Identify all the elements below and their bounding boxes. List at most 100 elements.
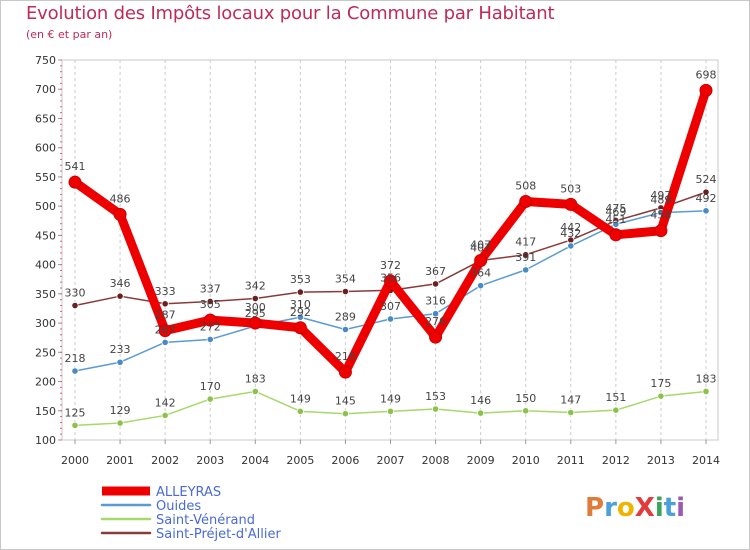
data-label: 146 <box>470 394 491 407</box>
data-label: 451 <box>605 213 626 226</box>
series-point-3 <box>296 288 304 296</box>
series-point-3 <box>522 251 530 259</box>
data-label: 475 <box>605 202 626 215</box>
data-label: 698 <box>696 68 717 81</box>
x-tick-label: 2011 <box>557 454 585 467</box>
data-label: 287 <box>155 309 176 322</box>
data-label: 407 <box>470 239 491 252</box>
x-tick-label: 2008 <box>422 454 450 467</box>
data-label: 272 <box>200 320 221 333</box>
data-label: 458 <box>650 209 671 222</box>
series-point-0 <box>474 254 488 268</box>
series-point-3 <box>71 301 79 310</box>
series-point-0 <box>519 194 533 208</box>
data-label: 364 <box>470 267 491 280</box>
series-point-1 <box>612 220 620 228</box>
series-point-0 <box>654 224 668 238</box>
series-point-0 <box>609 228 623 242</box>
data-label: 218 <box>65 352 86 365</box>
x-tick-label: 2001 <box>106 454 134 467</box>
proxiti-logo: ProXiti <box>585 493 685 523</box>
y-tick-label: 700 <box>35 83 56 96</box>
data-label: 233 <box>110 343 131 356</box>
data-label: 125 <box>65 406 86 419</box>
data-label: 508 <box>515 179 536 192</box>
data-label: 142 <box>155 396 176 409</box>
y-tick-label: 500 <box>35 200 56 213</box>
data-label: 391 <box>515 251 536 264</box>
series-point-3 <box>341 287 350 296</box>
data-label: 216 <box>335 350 356 363</box>
x-tick-label: 2013 <box>647 454 675 467</box>
series-point-1 <box>341 325 350 334</box>
data-label: 175 <box>650 377 671 390</box>
series-point-2 <box>431 405 440 413</box>
data-label: 489 <box>650 194 671 207</box>
data-label: 183 <box>245 372 266 385</box>
series-point-2 <box>612 406 620 414</box>
data-label: 337 <box>200 282 221 295</box>
x-tick-label: 2004 <box>241 454 269 467</box>
data-label: 356 <box>380 271 401 284</box>
series-point-3 <box>251 294 259 303</box>
x-tick-label: 2012 <box>602 454 630 467</box>
x-tick-label: 2007 <box>377 454 405 467</box>
series-point-0 <box>293 321 307 335</box>
x-tick-label: 2010 <box>512 454 540 467</box>
data-label: 353 <box>290 273 311 286</box>
series-point-0 <box>338 365 352 379</box>
series-point-2 <box>477 409 485 417</box>
series-point-1 <box>477 282 485 290</box>
data-label: 129 <box>110 404 131 417</box>
series-point-3 <box>161 300 169 308</box>
data-label: 469 <box>605 205 626 218</box>
y-tick-label: 650 <box>35 112 56 125</box>
series-point-2 <box>296 407 304 415</box>
data-label: 503 <box>560 182 581 195</box>
data-label: 432 <box>560 227 581 240</box>
data-label: 372 <box>380 259 401 272</box>
series-point-0 <box>564 197 578 211</box>
axes: 2000 2001 2002 2003 2004 2005 2006 2007 2008 2009… <box>35 54 720 467</box>
legend: ALLEYRASOuidesSaint-VénérandSaint-Préjet… <box>100 485 281 542</box>
data-label: 486 <box>110 192 131 205</box>
series-point-2 <box>341 410 350 418</box>
data-label: 497 <box>650 189 671 202</box>
series-point-2 <box>71 421 79 429</box>
series-point-3 <box>702 188 710 196</box>
data-label: 147 <box>560 394 581 407</box>
data-label: 151 <box>605 391 626 404</box>
series-point-2 <box>567 408 575 417</box>
y-tick-label: 100 <box>35 434 56 447</box>
series-point-2 <box>702 387 710 396</box>
series-point-1 <box>522 266 530 274</box>
y-tick-label: 250 <box>35 346 56 359</box>
series-point-1 <box>161 338 169 346</box>
svg-text:ProXiti: ProXiti <box>585 493 685 523</box>
data-label: 524 <box>696 173 717 186</box>
y-tick-label: 200 <box>35 376 56 389</box>
y-tick-label: 300 <box>35 317 56 330</box>
series-point-1 <box>431 310 440 318</box>
series-point-0 <box>699 83 713 97</box>
y-tick-label: 550 <box>35 171 56 184</box>
y-tick-label: 750 <box>35 54 56 67</box>
series-point-0 <box>68 175 82 189</box>
data-label: 342 <box>245 280 266 293</box>
x-tick-label: 2003 <box>196 454 224 467</box>
data-label: 492 <box>696 192 717 205</box>
data-label: 267 <box>155 323 176 336</box>
legend-label: Ouides <box>156 499 201 514</box>
data-label: 150 <box>515 392 536 405</box>
data-label: 305 <box>200 298 221 311</box>
data-label: 145 <box>335 395 356 408</box>
x-tick-label: 2000 <box>61 454 89 467</box>
data-label: 170 <box>200 380 221 393</box>
data-label: 300 <box>245 301 266 314</box>
series-point-3 <box>206 297 214 306</box>
data-label: 367 <box>425 265 446 278</box>
data-label: 153 <box>425 390 446 403</box>
series-point-2 <box>657 392 665 400</box>
